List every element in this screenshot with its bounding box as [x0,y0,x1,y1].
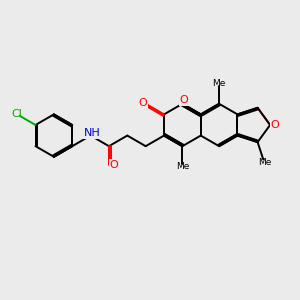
Text: O: O [110,160,118,170]
Text: O: O [179,95,188,105]
Text: O: O [139,98,148,108]
Text: Me: Me [258,158,272,167]
Text: O: O [271,120,280,130]
Text: Cl: Cl [11,109,22,118]
Text: Me: Me [176,162,189,171]
Text: Me: Me [212,79,226,88]
Text: NH: NH [84,128,100,138]
